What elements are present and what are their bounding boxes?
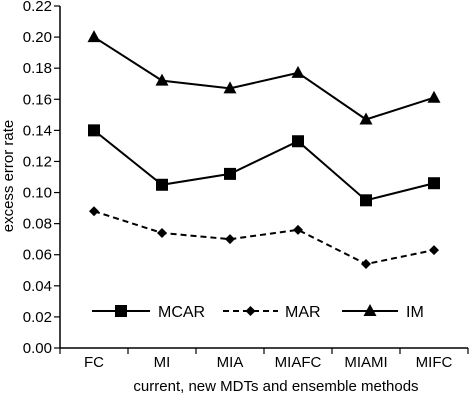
data-point-mcar	[360, 194, 372, 207]
y-tick-label: 0.14	[23, 122, 52, 139]
data-point-mcar	[156, 178, 168, 191]
data-point-mar	[429, 245, 439, 256]
series-mar	[89, 206, 439, 270]
x-tick-label: MIA	[217, 354, 244, 371]
legend-item-im: IM	[342, 304, 424, 321]
data-point-mar	[293, 224, 303, 235]
data-point-mcar	[428, 177, 440, 190]
legend-marker-im	[363, 304, 377, 316]
series-line-mcar	[93, 129, 435, 202]
x-tick-label: MIAFC	[275, 354, 322, 371]
y-tick-label: 0.08	[23, 216, 52, 233]
data-point-im	[427, 90, 441, 103]
data-point-mcar	[88, 124, 100, 137]
x-tick-label: MIAMI	[344, 354, 387, 371]
x-ticks: FC MI MIA MIAFC MIAMI MIFC	[59, 348, 469, 371]
y-tick-label: 0.06	[23, 247, 52, 264]
legend-label-mar: MAR	[285, 304, 321, 321]
y-tick-label: 0.12	[23, 153, 52, 170]
data-point-mar	[89, 206, 99, 217]
data-point-im	[155, 73, 169, 86]
y-tick-label: 0.04	[23, 278, 52, 295]
y-tick-label: 0.16	[23, 91, 52, 108]
data-point-im	[291, 65, 305, 78]
legend-marker-mar	[245, 306, 256, 316]
y-tick-label: 0.18	[23, 60, 52, 77]
series-mcar	[88, 124, 440, 207]
series-line-im	[93, 36, 435, 121]
data-point-mar	[225, 234, 235, 245]
legend-item-mcar: MCAR	[92, 304, 205, 321]
data-point-im	[87, 30, 101, 43]
data-point-mar	[157, 227, 167, 238]
axes	[59, 6, 468, 349]
series-line-mar	[93, 210, 435, 266]
series-im	[87, 30, 441, 125]
y-tick-label: 0.10	[23, 185, 52, 202]
legend-marker-mcar	[115, 305, 127, 317]
legend-item-mar: MAR	[223, 304, 321, 321]
y-tick-label: 0.20	[23, 29, 52, 46]
y-ticks: 0.00 0.02 0.04 0.06 0.08 0.10 0.12 0.14 0.16 0.18…	[23, 0, 60, 357]
y-axis-title: excess error rate	[0, 120, 17, 233]
legend-label-mcar: MCAR	[158, 304, 205, 321]
legend: MCAR MAR IM	[92, 304, 424, 321]
legend-label-im: IM	[406, 304, 424, 321]
series-layer	[87, 30, 441, 270]
y-tick-label: 0.22	[23, 0, 52, 15]
y-tick-label: 0.00	[23, 340, 52, 357]
data-point-mcar	[292, 135, 304, 148]
x-tick-label: FC	[84, 354, 104, 371]
x-tick-label: MIFC	[416, 354, 453, 371]
data-point-im	[223, 81, 237, 94]
data-point-mcar	[224, 167, 236, 180]
x-axis-title: current, new MDTs and ensemble methods	[133, 378, 418, 395]
data-point-im	[359, 112, 373, 125]
data-point-mar	[361, 259, 371, 270]
x-tick-label: MI	[154, 354, 171, 371]
y-tick-label: 0.02	[23, 309, 52, 326]
